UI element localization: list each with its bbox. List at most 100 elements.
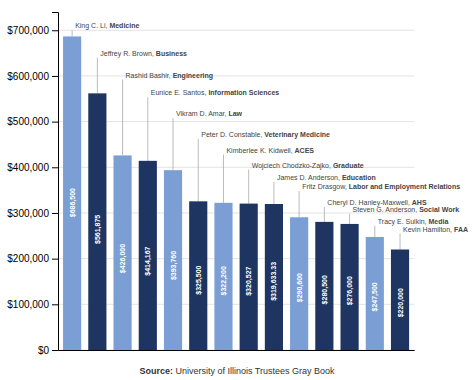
annotation-unit: Law (228, 110, 242, 117)
y-tick: $100,000 (7, 299, 58, 310)
annotation-unit: Labor and Employment Relations (349, 183, 460, 191)
data-label: $426,000 (119, 244, 127, 273)
leader-line (248, 170, 249, 204)
annotation: Rashid Bashir, Engineering (126, 72, 214, 80)
data-label: $322,200 (220, 266, 228, 295)
bar (265, 204, 283, 350)
annotation-name: Rashid Bashir, (126, 72, 173, 79)
bar (341, 224, 359, 350)
grid-line (58, 304, 414, 305)
leader-line (97, 58, 98, 94)
bar (164, 170, 182, 350)
y-tick-label: $200,000 (7, 253, 49, 264)
annotation-unit: Information Sciences (208, 89, 279, 96)
y-tick: $0 (38, 345, 58, 356)
y-tick-mark (52, 122, 58, 123)
y-tick-mark (52, 76, 58, 77)
annotation-name: Fritz Drasgow, (302, 183, 349, 191)
annotation-unit: FAA (454, 226, 468, 233)
bar (63, 36, 81, 350)
data-label: $414,167 (144, 246, 152, 275)
data-label: $325,500 (195, 265, 203, 294)
leader-line (122, 80, 123, 156)
y-tick-label: $700,000 (7, 25, 49, 36)
annotations: King C. Li, MedicineJeffrey R. Brown, Bu… (75, 22, 468, 232)
bar (214, 203, 232, 350)
bar (366, 237, 384, 350)
bar (113, 155, 131, 350)
annotation-unit: Media (429, 218, 449, 225)
y-tick-mark (52, 259, 58, 260)
source: Source: University of Illinois Trustees … (139, 366, 335, 376)
y-tick-label: $100,000 (7, 299, 49, 310)
y-axis-line (52, 13, 59, 351)
annotation-unit: Medicine (109, 22, 139, 29)
data-label: $561,875 (94, 215, 102, 244)
leader-line (198, 139, 199, 201)
annotation: Peter D. Constable, Veterinary Medicine (201, 131, 330, 139)
annotation-name: Wojciech Chodzko-Zajko, (252, 162, 333, 170)
y-tick-mark (52, 213, 58, 214)
y-tick-label: $300,000 (7, 208, 49, 219)
leader-line (223, 155, 224, 203)
bar (391, 250, 409, 350)
y-tick-label: $0 (38, 345, 50, 356)
annotation-name: Steven G. Anderson, (353, 206, 420, 213)
annotation-name: Eunice E. Santos, (151, 89, 209, 96)
y-tick: $600,000 (7, 71, 58, 82)
data-label: $247,500 (371, 282, 379, 311)
annotation: Vikram D. Amar, Law (176, 110, 243, 117)
grid (58, 30, 414, 350)
y-tick-mark (52, 304, 58, 305)
annotation-unit: Social Work (419, 206, 459, 213)
annotation: King C. Li, Medicine (75, 22, 139, 30)
y-tick: $300,000 (7, 208, 58, 219)
bar (139, 161, 157, 350)
y-tick-mark (52, 350, 58, 351)
annotation-name: King C. Li, (75, 22, 109, 30)
grid-line (58, 30, 414, 31)
annotation-unit: Education (342, 174, 376, 181)
data-label: $686,500 (69, 188, 77, 217)
grid-line (58, 121, 414, 122)
annotation: Kevin Hamilton, FAA (403, 226, 468, 233)
annotation: Wojciech Chodzko-Zajko, Graduate (252, 162, 364, 170)
data-label: $290,600 (296, 273, 304, 302)
annotation-name: Peter D. Constable, (201, 131, 264, 138)
leader-line (374, 226, 375, 237)
y-tick: $700,000 (7, 25, 58, 36)
y-tick: $400,000 (7, 162, 58, 173)
source-text: University of Illinois Trustees Gray Boo… (173, 366, 335, 376)
leader-line (273, 182, 274, 204)
grid-line (58, 350, 414, 351)
bar (189, 201, 207, 350)
x-axis-line (59, 350, 415, 351)
chart: $686,500 $561,875 $426,000 $414,167 $393,760… (0, 0, 474, 380)
annotation: Eunice E. Santos, Information Sciences (151, 89, 279, 96)
data-label: $276,000 (346, 276, 354, 305)
y-tick-label: $600,000 (7, 71, 49, 82)
data-label: $320,527 (245, 266, 253, 295)
annotation-name: James D. Anderson, (277, 174, 342, 181)
annotation-name: Kimberlee K. Kidwell, (226, 147, 294, 154)
x-axis (59, 350, 415, 351)
annotation-unit: Engineering (173, 72, 213, 80)
annotation-unit: Graduate (333, 162, 364, 169)
leader-line (147, 97, 148, 160)
leader-line (173, 118, 174, 170)
annotation-name: Kevin Hamilton, (403, 226, 454, 233)
bar (315, 222, 333, 350)
plot-area (63, 30, 409, 350)
y-tick-label: $500,000 (7, 116, 49, 127)
y-tick-mark (52, 167, 58, 168)
annotation: James D. Anderson, Education (277, 174, 376, 181)
y-tick: $200,000 (7, 253, 58, 264)
bar (290, 217, 308, 350)
data-label: $393,760 (170, 251, 178, 280)
leader-line (72, 30, 73, 36)
grid-line (58, 258, 414, 259)
y-tick-mark (52, 30, 58, 31)
annotation-unit: Veterinary Medicine (264, 131, 330, 139)
annotation: Kimberlee K. Kidwell, ACES (226, 147, 314, 154)
data-label: $319,633.33 (270, 262, 278, 301)
